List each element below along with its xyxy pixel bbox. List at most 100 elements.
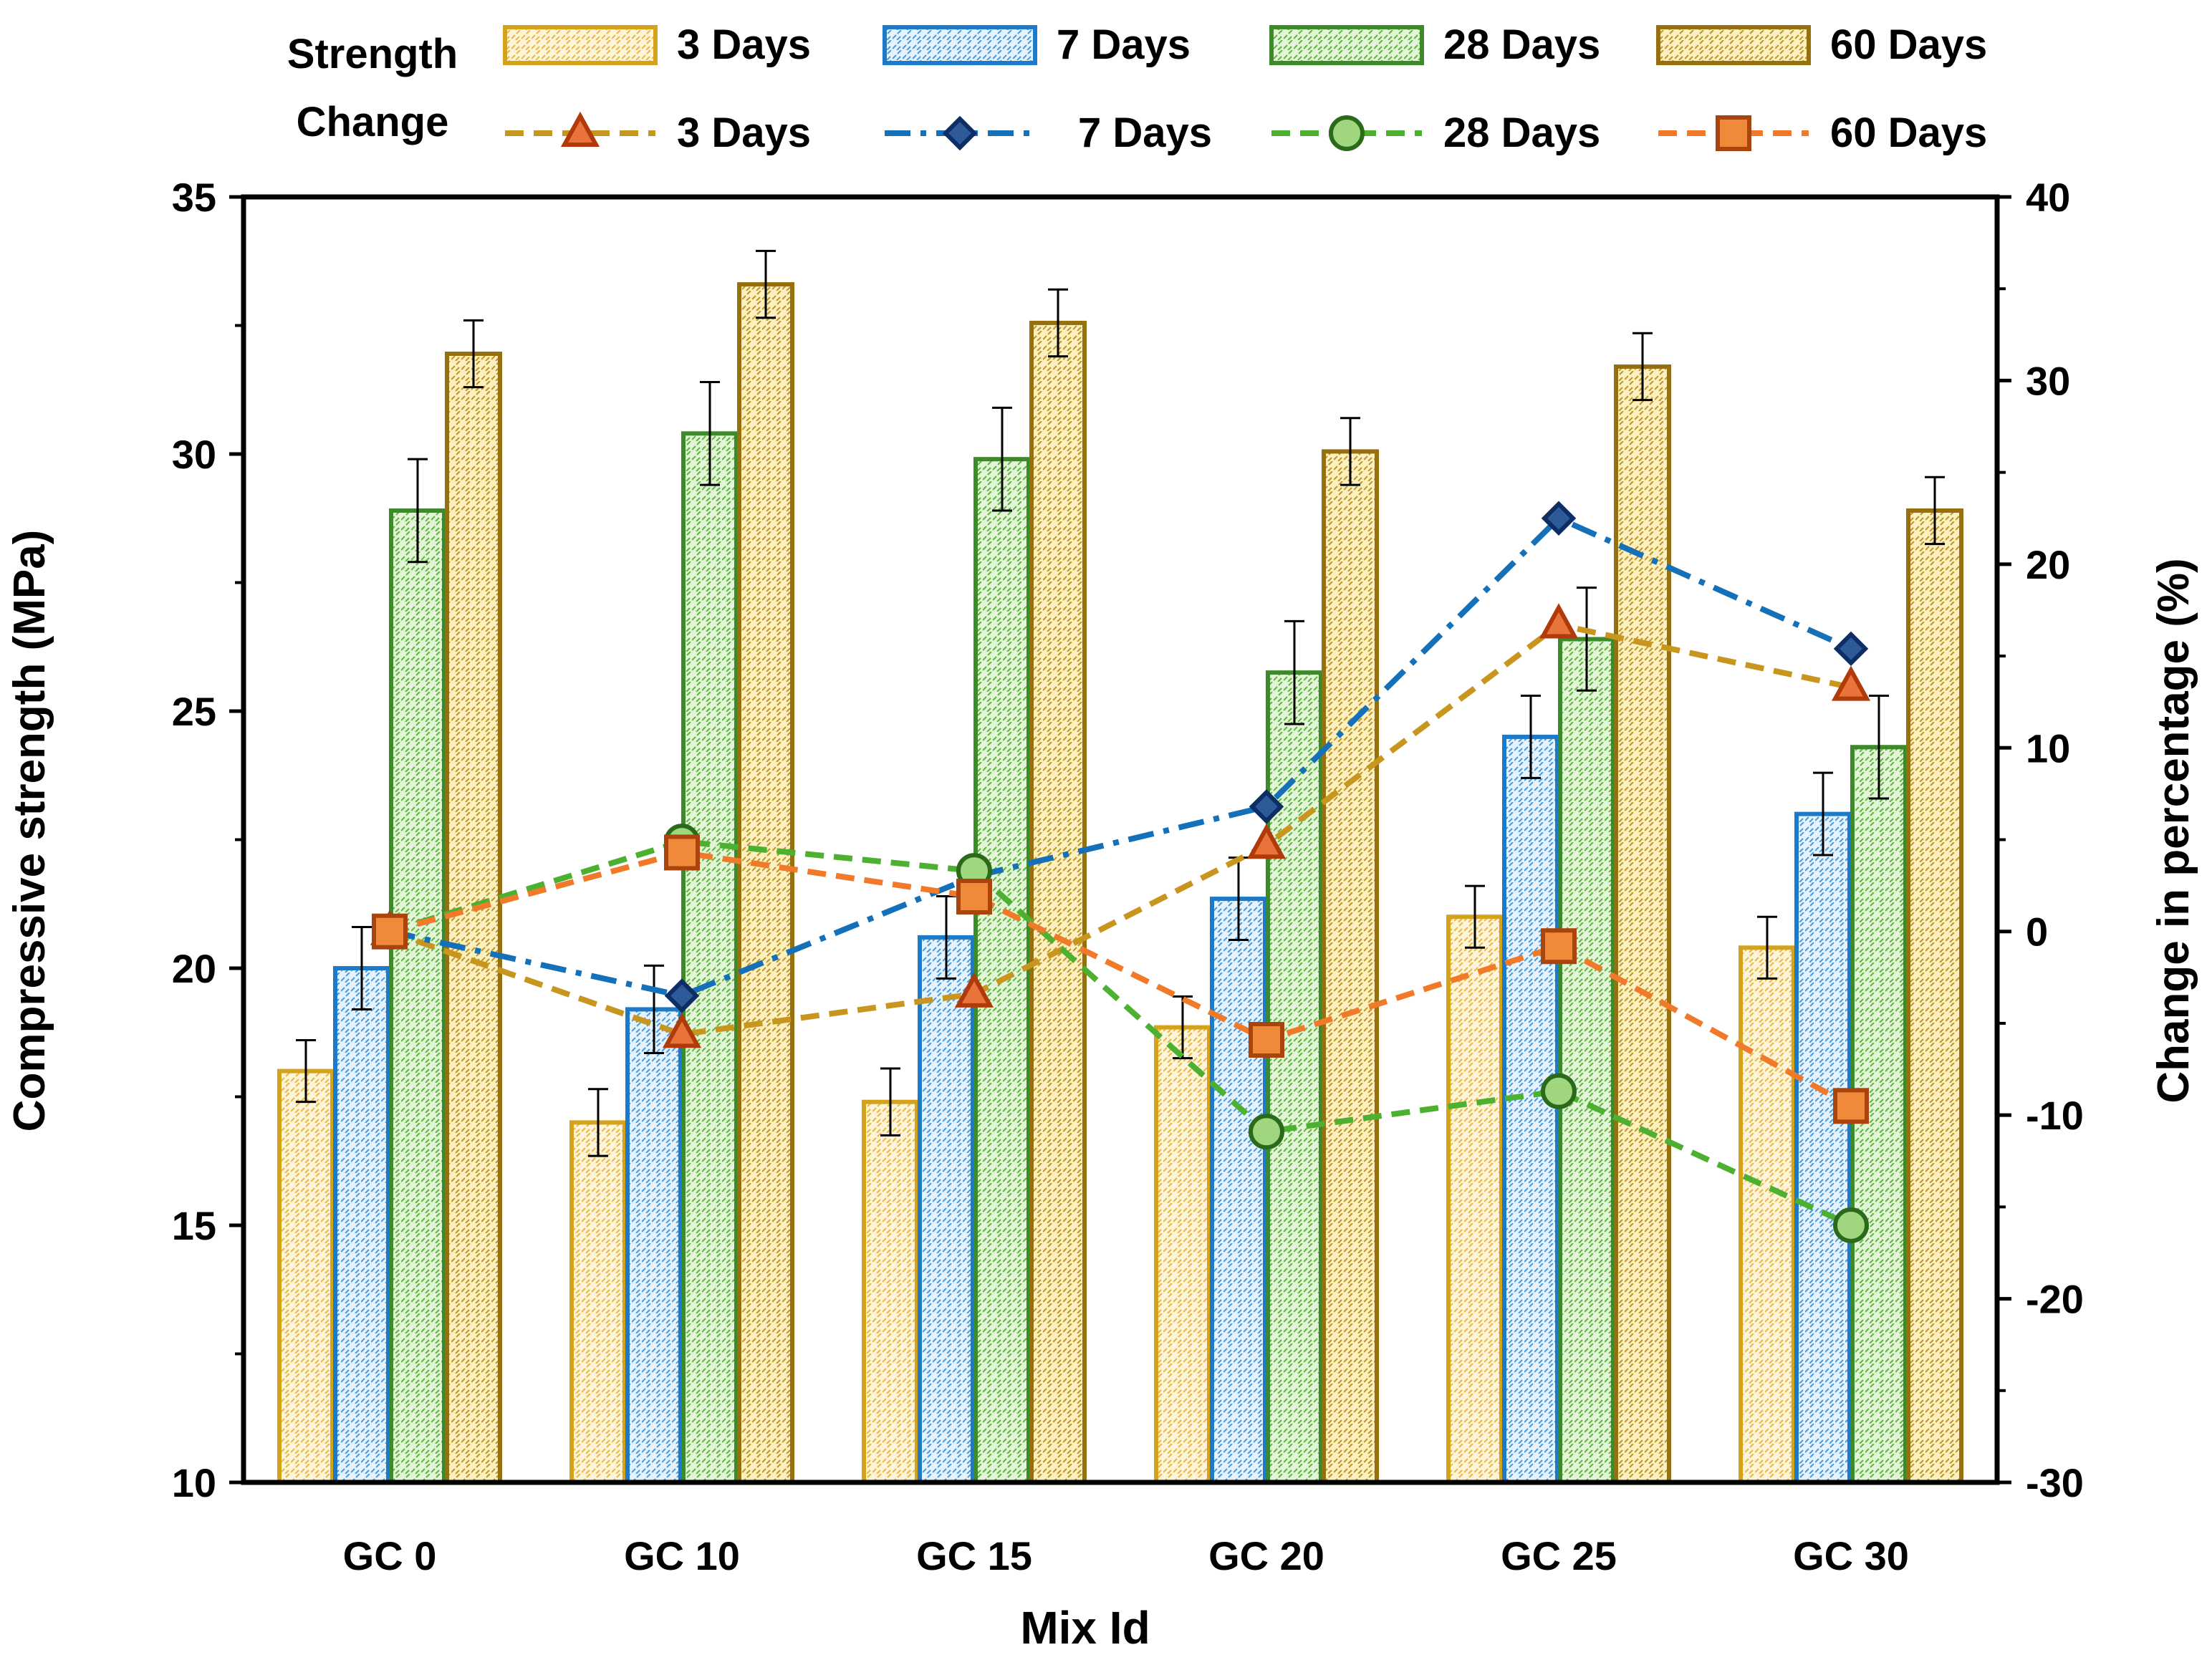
legend-marker-d7 bbox=[942, 115, 978, 151]
legend-row1-title: Strength bbox=[287, 31, 458, 77]
y2-tick-label: -20 bbox=[2026, 1277, 2084, 1322]
error-bar bbox=[1813, 771, 1833, 856]
legend-swatch-bar-d7 bbox=[883, 25, 1037, 65]
marker-d3-gc20 bbox=[1246, 823, 1287, 859]
plot-frame bbox=[241, 194, 2000, 1485]
error-bar bbox=[352, 926, 372, 1010]
error-bar bbox=[1632, 332, 1653, 402]
marker-d3-gc30 bbox=[1831, 665, 1871, 701]
line-layer bbox=[370, 501, 1871, 1243]
legend-label-bar-d7: 7 Days bbox=[1057, 21, 1191, 68]
marker-d60-gc25 bbox=[1541, 928, 1577, 965]
bar-d60-gc15 bbox=[1029, 320, 1087, 1485]
marker-d3-gc10 bbox=[662, 1013, 702, 1048]
error-bar bbox=[1048, 288, 1068, 358]
bar-d3-gc15 bbox=[862, 1099, 919, 1485]
y2-tick-label: 30 bbox=[2026, 358, 2070, 403]
error-bar bbox=[1925, 476, 1945, 546]
error-bar bbox=[644, 964, 664, 1054]
y-axis-title: Compressive strength (MPa) bbox=[5, 530, 54, 1132]
bar-d7-gc20 bbox=[1210, 897, 1267, 1485]
bar-d3-gc20 bbox=[1154, 1025, 1211, 1485]
y-tick-label: 20 bbox=[172, 946, 216, 991]
y-tick-label: 25 bbox=[172, 689, 216, 734]
marker-d60-gc0 bbox=[372, 913, 408, 950]
y2-tick-label: 10 bbox=[2026, 725, 2070, 771]
bar-d7-gc30 bbox=[1794, 811, 1852, 1485]
error-bar bbox=[296, 1039, 316, 1104]
error-bar bbox=[1869, 694, 1889, 800]
y2-tick-label: 0 bbox=[2026, 909, 2048, 955]
bar-d60-gc10 bbox=[737, 282, 794, 1485]
bar-d7-gc10 bbox=[625, 1007, 683, 1485]
legend-marker-d28 bbox=[1329, 115, 1365, 151]
error-bar bbox=[408, 458, 428, 564]
marker-d60-gc20 bbox=[1249, 1022, 1284, 1058]
error-bar bbox=[992, 406, 1012, 512]
x-axis-title: Mix Id bbox=[1020, 1602, 1150, 1654]
error-bar-layer bbox=[296, 249, 1945, 1157]
marker-d7-gc25 bbox=[1541, 501, 1577, 536]
marker-d7-gc20 bbox=[1249, 789, 1284, 824]
error-bar bbox=[1173, 995, 1193, 1060]
legend-label-bar-d28: 28 Days bbox=[1443, 21, 1600, 68]
y-tick-label: 15 bbox=[172, 1203, 216, 1248]
bar-d3-gc30 bbox=[1739, 945, 1796, 1485]
bar-d60-gc0 bbox=[445, 351, 502, 1485]
error-bar bbox=[463, 319, 484, 389]
bar-d60-gc25 bbox=[1614, 364, 1671, 1485]
legend-label-line-d28: 28 Days bbox=[1443, 110, 1600, 156]
line-d3 bbox=[388, 622, 1852, 1038]
marker-d28-gc20 bbox=[1249, 1114, 1284, 1150]
y-tick-label: 10 bbox=[172, 1460, 216, 1505]
bar-d7-gc15 bbox=[918, 935, 975, 1485]
legend-swatch-bar-d28 bbox=[1269, 25, 1424, 65]
marker-d3-gc25 bbox=[1539, 603, 1579, 639]
y2-tick-label: 20 bbox=[2026, 542, 2070, 587]
error-bar bbox=[880, 1067, 900, 1137]
error-bar bbox=[1757, 915, 1777, 980]
line-d7 bbox=[389, 514, 1852, 999]
legend-label-line-d60: 60 Days bbox=[1830, 110, 1987, 156]
y2-tick-label: -30 bbox=[2026, 1460, 2084, 1505]
legend-swatch-bar-d3 bbox=[503, 25, 658, 65]
bar-d60-gc20 bbox=[1322, 449, 1379, 1485]
marker-d7-gc30 bbox=[1833, 631, 1869, 667]
marker-d28-gc25 bbox=[1541, 1073, 1577, 1109]
line-d60 bbox=[388, 849, 1852, 1109]
bar-d28-gc25 bbox=[1558, 637, 1615, 1485]
bar-d3-gc25 bbox=[1446, 915, 1504, 1485]
legend-marker-d60 bbox=[1716, 115, 1751, 151]
bar-layer bbox=[277, 282, 1963, 1485]
error-bar bbox=[1340, 417, 1360, 486]
bar-d60-gc30 bbox=[1906, 508, 1963, 1485]
x-tick-label: GC 15 bbox=[916, 1533, 1032, 1578]
legend-label-line-d3: 3 Days bbox=[677, 110, 811, 156]
error-bar bbox=[700, 380, 720, 486]
axes: 10 15 20 25 30 35 -30 -20 -10 0 10 20 30 40 GC 0 GC 10 G… bbox=[172, 175, 2084, 1578]
y-tick-label: 30 bbox=[172, 432, 216, 477]
x-tick-label: GC 25 bbox=[1501, 1533, 1617, 1578]
y2-axis-title: Change in percentage (%) bbox=[2149, 558, 2198, 1103]
y-tick-label: 35 bbox=[172, 175, 216, 220]
marker-d28-gc30 bbox=[1833, 1207, 1869, 1243]
bar-d7-gc25 bbox=[1502, 734, 1559, 1485]
error-bar bbox=[1521, 694, 1541, 779]
bar-d28-gc15 bbox=[973, 457, 1031, 1485]
bar-d28-gc10 bbox=[681, 431, 739, 1485]
legend-label-bar-d3: 3 Days bbox=[677, 21, 811, 68]
marker-d60-gc30 bbox=[1833, 1088, 1869, 1124]
y2-tick-label: -10 bbox=[2026, 1093, 2084, 1138]
legend-label-bar-d60: 60 Days bbox=[1830, 21, 1987, 68]
marker-d3-gc15 bbox=[954, 972, 994, 1008]
legend-row2-title: Change bbox=[297, 99, 449, 145]
bar-d3-gc0 bbox=[277, 1068, 335, 1485]
legend-swatch-bar-d60 bbox=[1656, 25, 1811, 65]
bar-d28-gc0 bbox=[389, 508, 446, 1485]
legend-marker-d3 bbox=[560, 111, 600, 147]
legend: Strength Change 3 Days 7 Days 28 Days 60 Da… bbox=[287, 21, 1988, 156]
error-bar bbox=[1465, 884, 1485, 949]
error-bar bbox=[1577, 587, 1597, 692]
error-bar bbox=[588, 1088, 608, 1157]
